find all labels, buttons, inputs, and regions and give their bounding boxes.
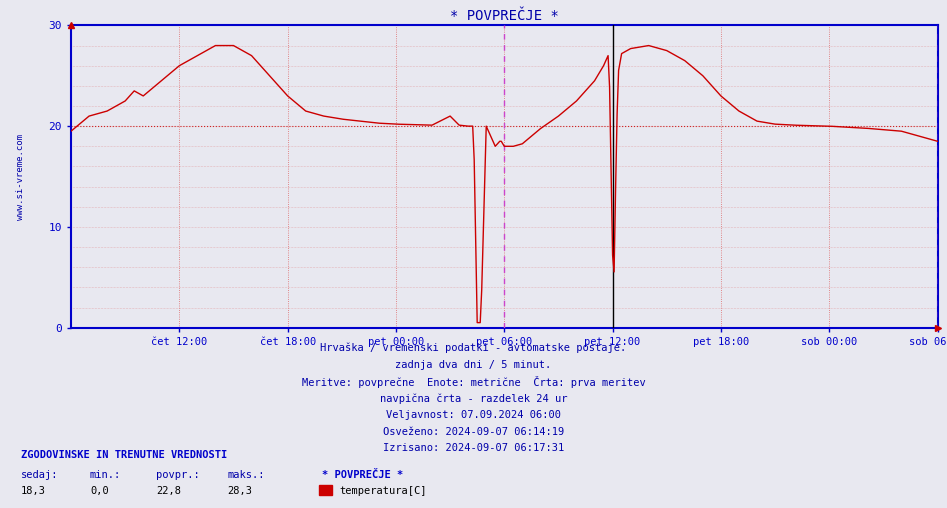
Text: zadnja dva dni / 5 minut.: zadnja dva dni / 5 minut.	[396, 360, 551, 370]
Text: min.:: min.:	[90, 470, 121, 480]
Text: Izrisano: 2024-09-07 06:17:31: Izrisano: 2024-09-07 06:17:31	[383, 443, 564, 454]
Text: Meritve: povprečne  Enote: metrične  Črta: prva meritev: Meritve: povprečne Enote: metrične Črta:…	[302, 376, 645, 389]
Title: * POVPREČJE *: * POVPREČJE *	[450, 9, 559, 23]
Text: www.si-vreme.com: www.si-vreme.com	[16, 134, 26, 219]
Text: sedaj:: sedaj:	[21, 470, 59, 480]
Text: temperatura[C]: temperatura[C]	[339, 486, 426, 496]
Text: 28,3: 28,3	[227, 486, 252, 496]
Text: Osveženo: 2024-09-07 06:14:19: Osveženo: 2024-09-07 06:14:19	[383, 427, 564, 437]
Text: * POVPREČJE *: * POVPREČJE *	[322, 470, 403, 480]
Text: maks.:: maks.:	[227, 470, 265, 480]
Text: 0,0: 0,0	[90, 486, 109, 496]
Text: 18,3: 18,3	[21, 486, 45, 496]
Text: povpr.:: povpr.:	[156, 470, 200, 480]
Text: ZGODOVINSKE IN TRENUTNE VREDNOSTI: ZGODOVINSKE IN TRENUTNE VREDNOSTI	[21, 450, 227, 460]
Text: navpična črta - razdelek 24 ur: navpična črta - razdelek 24 ur	[380, 393, 567, 404]
Text: 22,8: 22,8	[156, 486, 181, 496]
Text: Veljavnost: 07.09.2024 06:00: Veljavnost: 07.09.2024 06:00	[386, 410, 561, 420]
Text: Hrvaška / vremenski podatki - avtomatske postaje.: Hrvaška / vremenski podatki - avtomatske…	[320, 343, 627, 354]
